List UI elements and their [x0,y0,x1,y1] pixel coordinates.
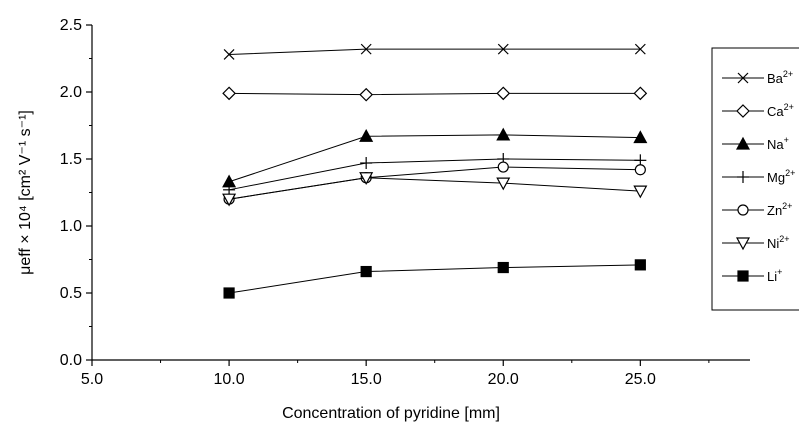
legend-box [711,47,799,311]
series-ni2- [222,172,648,207]
data-point-li- [360,265,372,278]
series-line-mg2- [228,158,641,191]
x-ticks: 5.0 10.0 15.0 20.0 25.0 [81,360,710,388]
data-point-li- [497,261,509,274]
y-tick-label: 2.5 [60,17,82,34]
legend-item-na-: Na+ [722,135,789,152]
data-point-zn2- [634,164,646,176]
data-point-ni2- [633,185,648,199]
series-li- [223,259,646,299]
data-point-ca2- [496,86,511,101]
x-axis-title: Concentration of pyridine [mm] [282,405,500,422]
legend-marker-mg2- [737,171,749,183]
legend-marker-ca2- [736,104,750,118]
y-tick-label: 0.5 [60,285,82,302]
data-point-mg2- [360,157,373,170]
legend-marker-ba2- [737,72,749,84]
series-line-na- [228,134,641,183]
data-point-ni2- [222,193,237,207]
data-point-ba2- [223,49,235,60]
data-point-ca2- [222,86,236,101]
data-point-ca2- [359,87,374,102]
data-point-na- [633,130,648,144]
series-ca2- [222,86,648,102]
series-ba2- [223,43,646,60]
data-point-ba2- [497,43,509,55]
series-line-ba2- [229,48,641,55]
series-group [222,43,648,299]
y-ticks: 0.0 0.5 1.0 1.5 2.0 2.5 [60,17,92,369]
series-line-zn2- [229,166,641,200]
data-point-zn2- [497,161,509,173]
x-tick-label: 10.0 [214,371,245,388]
x-tick-label: 20.0 [488,371,519,388]
series-line-ni2- [229,177,641,200]
series-line-li- [229,264,641,294]
data-point-li- [223,287,235,299]
y-tick-label: 2.0 [60,84,82,101]
legend-marker-na- [735,136,751,150]
x-tick-label: 15.0 [351,371,382,388]
legend-marker-ni2- [735,237,751,251]
y-tick-label: 1.5 [60,151,82,168]
data-point-ca2- [633,86,648,101]
y-axis-title: μeff × 10⁴ [cm² V⁻¹ s⁻¹] [17,110,34,275]
legend-marker-zn2- [737,204,749,216]
x-tick-label: 25.0 [625,371,656,388]
series-zn2- [223,161,646,205]
legend-marker-li- [737,270,749,282]
data-point-na- [496,127,511,141]
x-tick-label: 5.0 [81,371,103,388]
axes: 5.0 10.0 15.0 20.0 25.0 0.0 0.5 1.0 1.5 2.0 2.5 [60,17,750,388]
data-point-ni2- [496,177,511,191]
y-tick-label: 1.0 [60,218,82,235]
data-point-ba2- [634,43,646,55]
legend-label-na-: Na+ [767,135,789,152]
data-point-li- [634,259,646,271]
data-point-ni2- [359,172,374,186]
y-tick-label: 0.0 [60,352,82,369]
data-point-na- [359,128,374,142]
data-point-ba2- [360,43,372,55]
series-line-ca2- [229,92,641,96]
legend: Ba2+Ca2+Na+Mg2+Zn2+Ni2+Li+ [711,47,799,311]
series-mg2- [223,153,647,196]
